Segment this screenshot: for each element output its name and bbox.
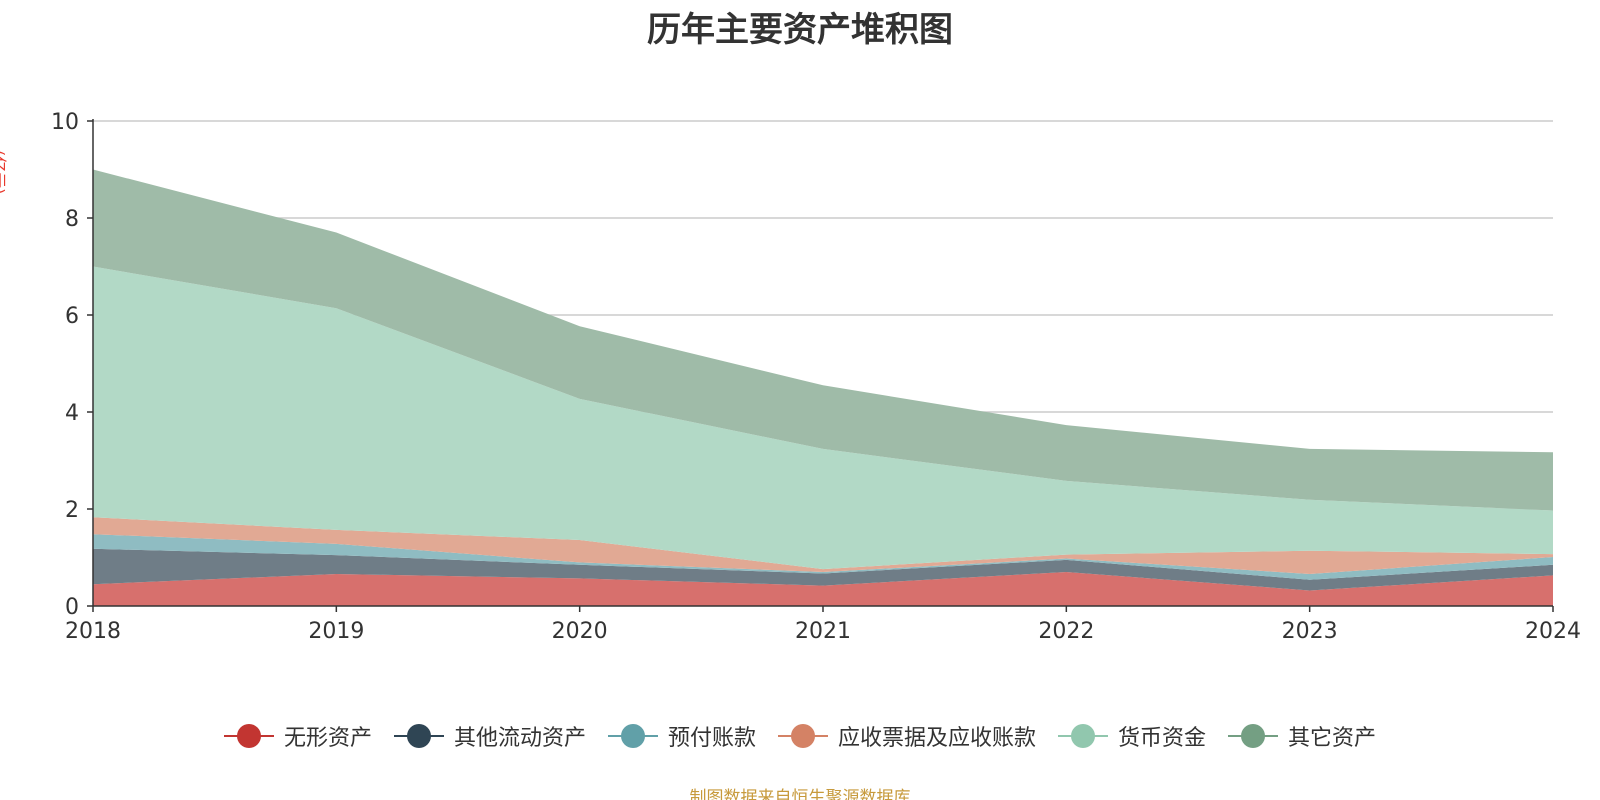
legend-item[interactable]: 预付账款 <box>607 720 756 752</box>
area-series-2 <box>93 548 1553 591</box>
y-tick-label: 6 <box>65 304 79 329</box>
y-tick-label: 10 <box>51 110 79 135</box>
y-tick-label: 4 <box>65 401 79 426</box>
legend-item[interactable]: 其它资产 <box>1228 720 1376 752</box>
area-series-3 <box>93 534 1553 580</box>
legend-marker-icon <box>778 723 828 749</box>
area-series-1 <box>93 572 1553 606</box>
x-tick-label: 2023 <box>1282 619 1338 644</box>
legend-marker-icon <box>223 723 274 749</box>
legend-label: 应收票据及应收账款 <box>838 726 1037 751</box>
legend-marker-icon <box>1228 723 1279 749</box>
x-tick-label: 2019 <box>308 619 364 644</box>
x-tick-label: 2018 <box>65 619 121 644</box>
area-series <box>93 169 1553 606</box>
area-series-5 <box>93 266 1553 570</box>
legend-label: 预付账款 <box>667 726 756 751</box>
x-tick-label: 2020 <box>552 619 608 644</box>
legend: 无形资产 其他流动资产 预付账款 应收票据及应收账款 货币资金 其它资产 <box>0 720 1600 752</box>
legend-marker-icon <box>1058 723 1109 749</box>
chart-title: 历年主要资产堆积图 <box>647 10 953 50</box>
legend-marker-icon <box>607 723 658 749</box>
area-series-6 <box>93 169 1553 511</box>
legend-label: 货币资金 <box>1118 726 1207 751</box>
y-tick-label: 2 <box>65 498 79 523</box>
legend-item[interactable]: 应收票据及应收账款 <box>778 720 1036 752</box>
legend-label: 其他流动资产 <box>453 726 586 751</box>
x-tick-label: 2021 <box>795 619 851 644</box>
legend-label: 无形资产 <box>283 726 372 751</box>
legend-item[interactable]: 其他流动资产 <box>393 720 586 752</box>
legend-item[interactable]: 无形资产 <box>223 720 372 752</box>
source-note: 制图数据来自恒生聚源数据库 <box>689 788 911 800</box>
y-tick-label: 8 <box>65 207 79 232</box>
x-tick-label: 2024 <box>1525 619 1581 644</box>
x-tick-label: 2022 <box>1038 619 1094 644</box>
stacked-area-chart: 0 2 4 6 8 10 2018 2019 2020 2021 2022 2023 2024 <box>51 110 1581 644</box>
area-series-4 <box>93 517 1553 574</box>
legend-marker-icon <box>393 723 444 749</box>
y-tick-label: 0 <box>65 595 79 620</box>
legend-label: 其它资产 <box>1288 726 1377 751</box>
legend-item[interactable]: 货币资金 <box>1058 720 1206 752</box>
axes: 0 2 4 6 8 10 2018 2019 2020 2021 2022 2023 2024 <box>51 110 1581 644</box>
